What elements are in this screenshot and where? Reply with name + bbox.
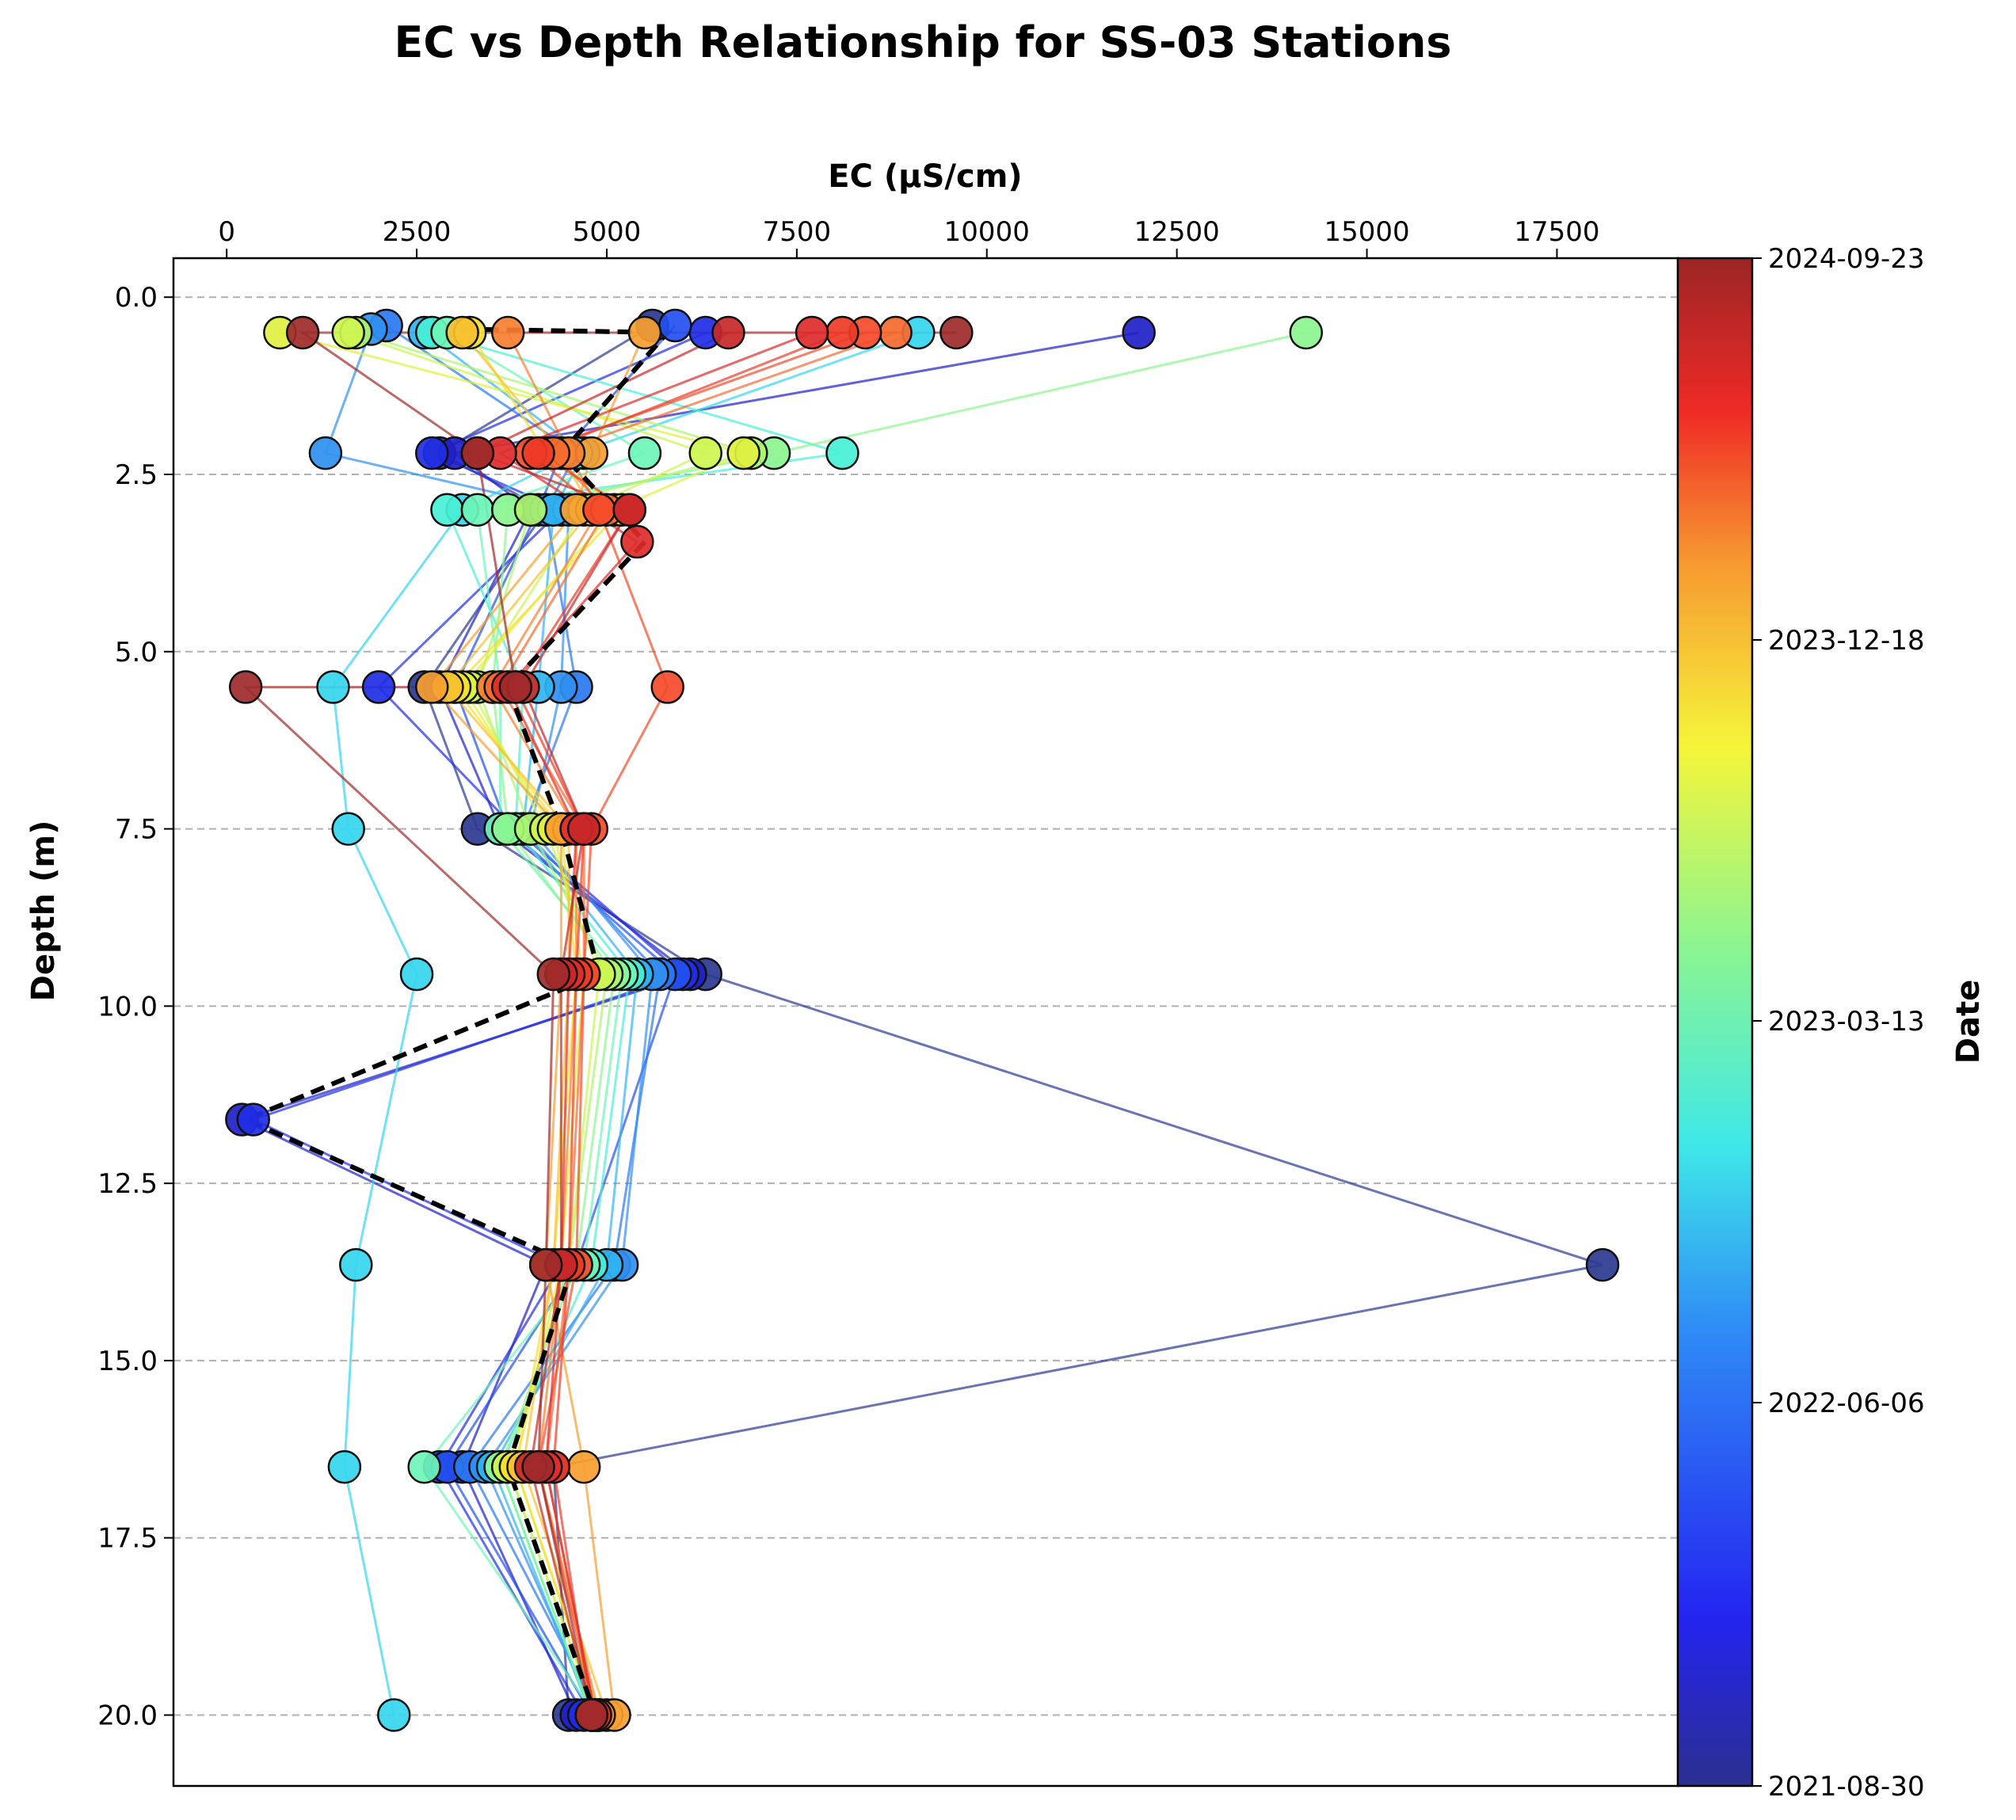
colorbar-tick-label: 2023-12-18 [1768,625,1925,657]
data-point [236,1102,271,1137]
data-point [361,670,396,704]
data-point [1585,1247,1620,1282]
y-tick-label: 12.5 [97,1168,158,1200]
data-point [795,315,829,350]
profile-lines [238,324,1603,1716]
data-point [399,957,434,992]
y-tick-label: 20.0 [97,1700,158,1731]
data-point [825,315,859,350]
colorbar-tick-label: 2021-08-30 [1768,1771,1925,1803]
data-point [1289,315,1324,350]
median-line [239,326,673,1716]
data-point [582,493,616,527]
data-point [620,524,654,559]
data-point [415,436,449,470]
colorbar-tick-label: 2022-06-06 [1768,1388,1925,1419]
data-point [650,670,684,704]
x-tick-label: 10000 [944,216,1030,248]
y-tick-label: 10.0 [97,991,158,1022]
data-point [878,315,913,350]
x-tick-label: 5000 [573,216,642,248]
series-line [238,331,1139,1716]
data-point [627,315,662,350]
colorbar-tick-label: 2023-03-13 [1768,1006,1925,1038]
data-point [415,670,449,704]
data-point [377,1698,411,1732]
data-point [339,1247,373,1282]
data-point [331,315,365,350]
data-point [627,436,662,470]
data-point [939,315,974,350]
x-tick-label: 2500 [383,216,452,248]
data-point [331,812,365,846]
data-point [566,812,601,846]
data-point [460,436,495,470]
data-point [521,1449,555,1484]
data-point [825,436,859,470]
colorbar-tick-label: 2024-09-23 [1768,243,1925,275]
data-point [498,670,533,704]
x-axis-title: EC (µS/cm) [828,158,1022,195]
data-point [327,1449,362,1484]
colorbar-title: Date [1950,980,1987,1064]
colorbar [1676,257,1754,1788]
colorbar-ticks: 2024-09-23 2023-12-18 2023-03-13 2022-06-06… [1752,243,1925,1803]
y-axis-ticks: 0.0 2.5 5.0 7.5 10.0 12.5 15.0 17.5 20.0 [97,282,173,1731]
x-axis-ticks: 0 2500 5000 7500 10000 12500 15000 17500 [218,216,1600,258]
data-point [711,315,745,350]
data-point [308,436,343,470]
data-point [1122,315,1156,350]
data-point [430,493,464,527]
data-point [228,670,263,704]
x-tick-label: 17500 [1514,216,1599,248]
x-tick-label: 0 [218,216,235,248]
y-tick-label: 0.0 [115,282,158,314]
data-point [445,315,479,350]
data-point [460,493,495,527]
data-point [521,436,555,470]
chart-title: EC vs Depth Relationship for SS-03 Stati… [394,17,1451,67]
y-tick-label: 2.5 [115,459,158,491]
y-tick-label: 15.0 [97,1346,158,1377]
y-tick-label: 7.5 [115,814,158,846]
data-points [225,308,1620,1732]
series-line [250,331,707,1716]
data-point [566,1449,601,1484]
data-point [316,670,350,704]
data-point [513,493,548,527]
data-point [490,315,525,350]
data-point [528,1247,563,1282]
x-tick-label: 15000 [1324,216,1409,248]
data-point [658,308,692,343]
data-point [407,1449,441,1484]
plot-frame [172,257,1680,1788]
y-axis-title: Depth (m) [25,821,62,1002]
data-point [536,957,571,992]
data-point [726,436,760,470]
data-point [612,493,647,527]
data-point [285,315,320,350]
data-point [688,436,722,470]
data-point [574,1698,609,1732]
x-tick-label: 7500 [763,216,832,248]
grid-lines [173,296,1679,1716]
median-profile [239,326,673,1716]
x-tick-label: 12500 [1134,216,1220,248]
series-line [279,331,748,1715]
y-tick-label: 17.5 [97,1523,158,1555]
y-tick-label: 5.0 [115,637,158,668]
